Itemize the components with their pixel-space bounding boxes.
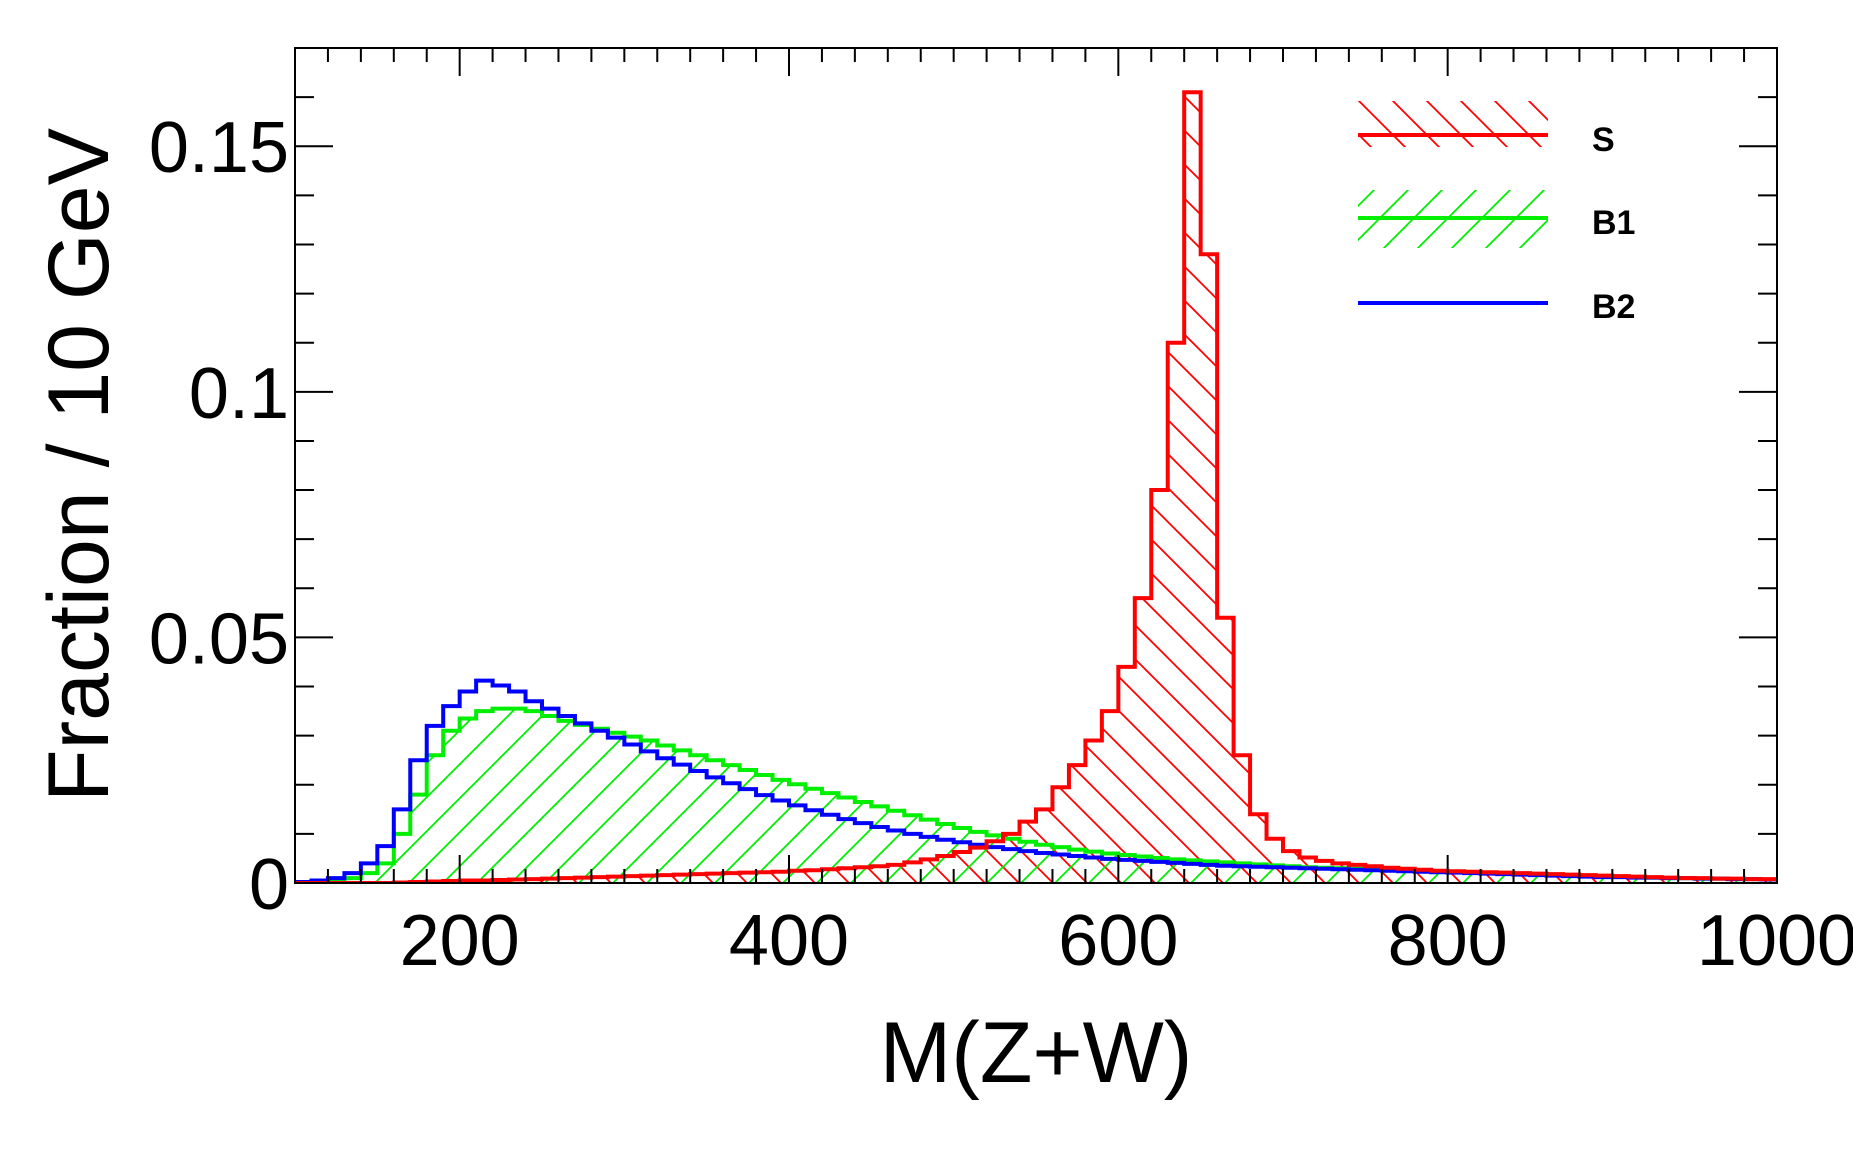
y-tick-label: 0	[249, 845, 289, 925]
legend: S B1 B2	[1358, 101, 1635, 326]
y-tick-label: 0.15	[149, 108, 289, 188]
series-b1-fill	[295, 708, 1777, 883]
y-axis-title: Fraction / 10 GeV	[31, 128, 127, 802]
y-ticks	[295, 47, 1777, 884]
y-tick-label: 0.05	[149, 599, 289, 679]
x-ticks	[294, 48, 1778, 883]
legend-label-b2: B2	[1592, 288, 1635, 326]
y-tick-label: 0.1	[189, 354, 289, 434]
x-tick-label: 800	[1388, 901, 1508, 981]
x-tick-labels: 200 400 600 800 1000	[400, 901, 1853, 981]
x-tick-label: 600	[1058, 901, 1178, 981]
y-tick-labels: 0 0.05 0.1 0.15	[149, 108, 289, 925]
legend-label-b1: B1	[1592, 204, 1635, 242]
series-layer	[295, 90, 1777, 883]
x-axis-title: M(Z+W)	[880, 1005, 1193, 1101]
x-tick-label: 400	[729, 901, 849, 981]
x-tick-label: 200	[400, 901, 520, 981]
legend-swatch-s	[1358, 101, 1548, 147]
plot-frame	[294, 47, 1778, 884]
x-tick-label: 1000	[1697, 901, 1853, 981]
legend-label-s: S	[1592, 121, 1615, 159]
